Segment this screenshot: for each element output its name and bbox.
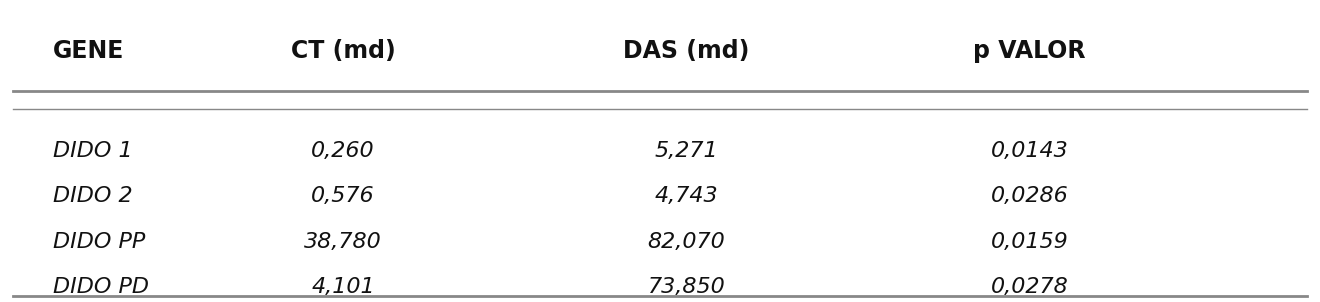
Text: DIDO 2: DIDO 2 bbox=[53, 186, 132, 206]
Text: 0,0278: 0,0278 bbox=[991, 277, 1068, 297]
Text: DIDO PP: DIDO PP bbox=[53, 232, 145, 252]
Text: 4,743: 4,743 bbox=[655, 186, 718, 206]
Text: DAS (md): DAS (md) bbox=[623, 39, 750, 63]
Text: DIDO PD: DIDO PD bbox=[53, 277, 149, 297]
Text: 73,850: 73,850 bbox=[648, 277, 725, 297]
Text: GENE: GENE bbox=[53, 39, 124, 63]
Text: 4,101: 4,101 bbox=[312, 277, 375, 297]
Text: 0,260: 0,260 bbox=[312, 141, 375, 161]
Text: 0,0286: 0,0286 bbox=[991, 186, 1068, 206]
Text: 0,0143: 0,0143 bbox=[991, 141, 1068, 161]
Text: 0,0159: 0,0159 bbox=[991, 232, 1068, 252]
Text: 0,576: 0,576 bbox=[312, 186, 375, 206]
Text: 82,070: 82,070 bbox=[648, 232, 725, 252]
Text: 38,780: 38,780 bbox=[305, 232, 381, 252]
Text: p VALOR: p VALOR bbox=[973, 39, 1086, 63]
Text: DIDO 1: DIDO 1 bbox=[53, 141, 132, 161]
Text: 5,271: 5,271 bbox=[655, 141, 718, 161]
Text: CT (md): CT (md) bbox=[290, 39, 396, 63]
